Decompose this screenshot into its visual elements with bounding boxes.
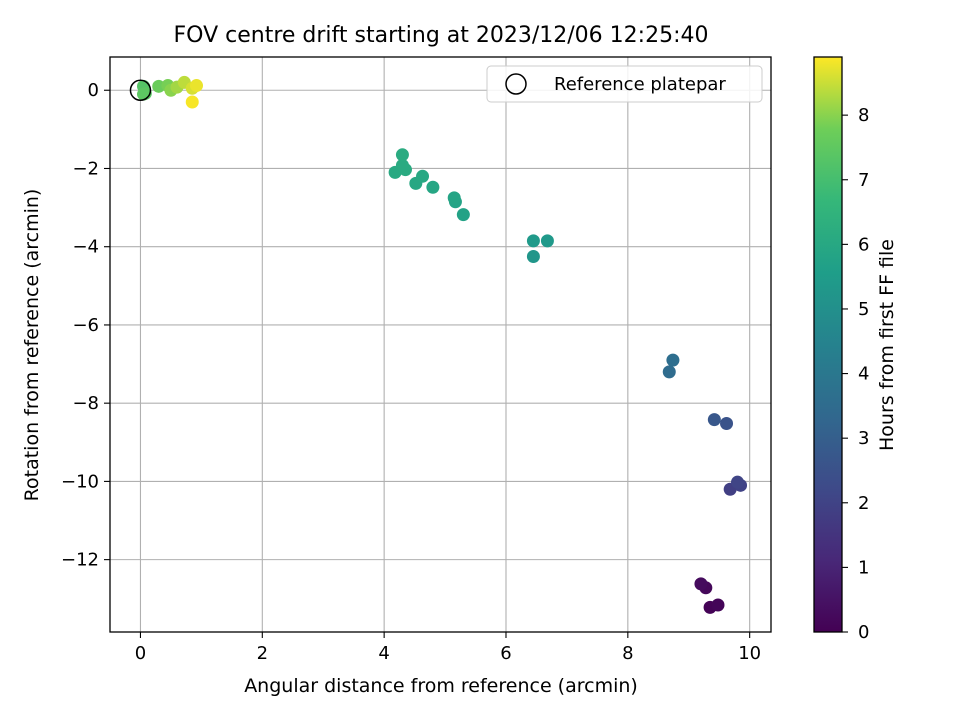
y-tick-label: −4 <box>72 237 99 258</box>
y-tick-label: 0 <box>88 80 99 101</box>
colorbar-ticks: 0 1 2 3 4 5 6 7 8 <box>842 105 869 643</box>
data-point <box>526 249 540 263</box>
colorbar-tick-label: 7 <box>858 170 869 191</box>
y-tick-label: −10 <box>61 471 99 492</box>
data-point <box>447 191 461 205</box>
y-tick-label: −12 <box>61 550 99 571</box>
plot-frame <box>109 56 772 633</box>
x-tick-label: 10 <box>738 643 761 664</box>
x-tick-label: 2 <box>257 643 268 664</box>
grid <box>110 57 771 632</box>
y-tick-label: −2 <box>72 158 99 179</box>
data-point <box>711 598 725 612</box>
y-tick-label: −8 <box>72 393 99 414</box>
data-point <box>426 180 440 194</box>
data-point <box>416 169 430 183</box>
data-point <box>707 413 721 427</box>
colorbar-tick-label: 1 <box>858 557 869 578</box>
data-point <box>137 87 151 101</box>
data-point <box>730 475 744 489</box>
legend-box <box>486 65 763 103</box>
y-tick-label: −6 <box>72 315 99 336</box>
x-tick-label: 4 <box>378 643 389 664</box>
data-point <box>540 234 554 248</box>
colorbar-label: Hours from first FF file <box>876 239 898 451</box>
y-axis-ticks: 0 −2 −4 −6 −8 −10 −12 <box>61 80 110 571</box>
data-point <box>694 577 708 591</box>
colorbar-gradient <box>813 56 843 633</box>
colorbar-tick-label: 0 <box>858 622 869 643</box>
data-point <box>185 95 199 109</box>
legend: Reference platepar <box>486 65 763 103</box>
data-point <box>395 158 409 172</box>
data-point <box>666 353 680 367</box>
colorbar-tick-label: 2 <box>858 493 869 514</box>
reference-marker-layer <box>129 79 152 101</box>
data-points <box>137 75 748 614</box>
colorbar: 0 1 2 3 4 5 6 7 8 Hours from first FF file <box>813 56 898 643</box>
colorbar-tick-label: 4 <box>858 364 869 385</box>
colorbar-tick-label: 3 <box>858 428 869 449</box>
data-point <box>395 148 409 162</box>
data-point <box>720 417 734 431</box>
x-tick-label: 0 <box>135 643 146 664</box>
x-axis-ticks: 0 2 4 6 8 10 <box>135 632 761 664</box>
data-point <box>456 208 470 222</box>
legend-label: Reference platepar <box>554 74 726 95</box>
colorbar-tick-label: 5 <box>858 299 869 320</box>
reference-platepar-marker <box>129 79 152 101</box>
colorbar-tick-label: 8 <box>858 105 869 126</box>
x-tick-label: 8 <box>622 643 633 664</box>
x-axis-label: Angular distance from reference (arcmin) <box>244 675 638 697</box>
chart-title: FOV centre drift starting at 2023/12/06 … <box>174 23 709 48</box>
colorbar-tick-label: 6 <box>858 234 869 255</box>
data-point <box>662 365 676 379</box>
x-tick-label: 6 <box>500 643 511 664</box>
y-axis-label: Rotation from reference (arcmin) <box>21 189 43 502</box>
data-point <box>526 234 540 248</box>
data-point <box>190 79 204 93</box>
legend-reference-marker <box>505 73 527 95</box>
